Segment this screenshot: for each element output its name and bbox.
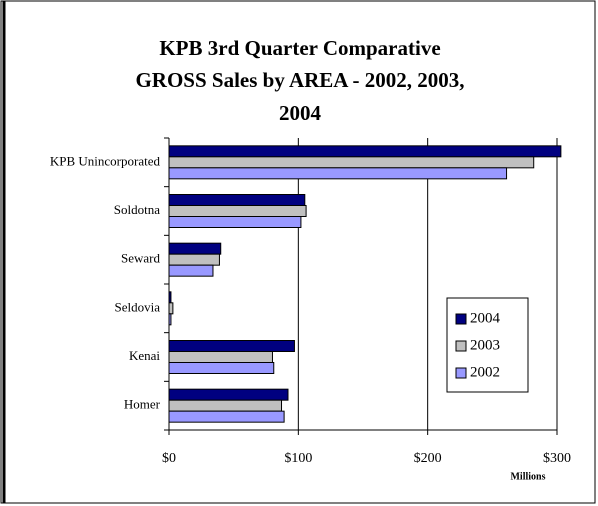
bar — [168, 145, 562, 158]
bar — [168, 205, 307, 217]
legend-swatch — [455, 367, 467, 379]
legend-label: 2004 — [470, 310, 501, 326]
bar — [168, 410, 285, 423]
legend-label: 2003 — [470, 337, 500, 353]
bar — [168, 388, 289, 401]
x-tick-label: $300 — [543, 451, 571, 466]
bar — [168, 291, 172, 304]
bar — [168, 302, 174, 315]
bar — [168, 399, 283, 412]
y-tick-label: Seldovia — [115, 299, 161, 314]
x-tick-label: $100 — [284, 451, 312, 466]
bar — [168, 194, 306, 206]
legend-swatch — [455, 313, 467, 325]
chart-title: GROSS Sales by AREA - 2002, 2003, — [135, 68, 464, 92]
chart-title: 2004 — [279, 101, 322, 125]
y-tick-label: Seward — [121, 251, 160, 266]
x-tick-label: $0 — [162, 451, 176, 466]
bar — [168, 167, 508, 180]
bar — [168, 156, 535, 169]
y-tick-label: Homer — [124, 397, 161, 412]
bar — [168, 216, 302, 228]
bar — [168, 264, 214, 277]
legend-swatch — [455, 340, 467, 352]
x-axis-label: Millions — [510, 471, 545, 482]
y-tick-label: KPB Unincorporated — [50, 153, 161, 168]
bar — [168, 351, 273, 363]
y-tick-label: Kenai — [129, 348, 160, 363]
legend-label: 2002 — [470, 364, 500, 380]
y-tick-label: Soldotna — [114, 202, 160, 217]
bar — [168, 362, 275, 374]
bar — [168, 340, 295, 352]
chart-title: KPB 3rd Quarter Comparative — [159, 36, 440, 60]
bar — [168, 313, 172, 326]
x-tick-label: $200 — [414, 451, 442, 466]
bar — [168, 253, 220, 266]
bar — [168, 242, 222, 255]
